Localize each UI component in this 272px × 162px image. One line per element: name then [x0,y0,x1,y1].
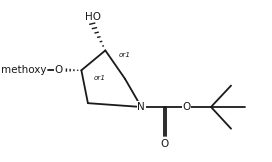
Text: N: N [137,102,145,112]
Text: O: O [55,65,63,75]
Text: or1: or1 [93,75,105,81]
Text: or1: or1 [119,52,131,58]
Text: O: O [183,102,191,112]
Text: O: O [161,139,169,149]
Text: HO: HO [85,12,101,23]
Text: methoxy: methoxy [1,65,47,75]
